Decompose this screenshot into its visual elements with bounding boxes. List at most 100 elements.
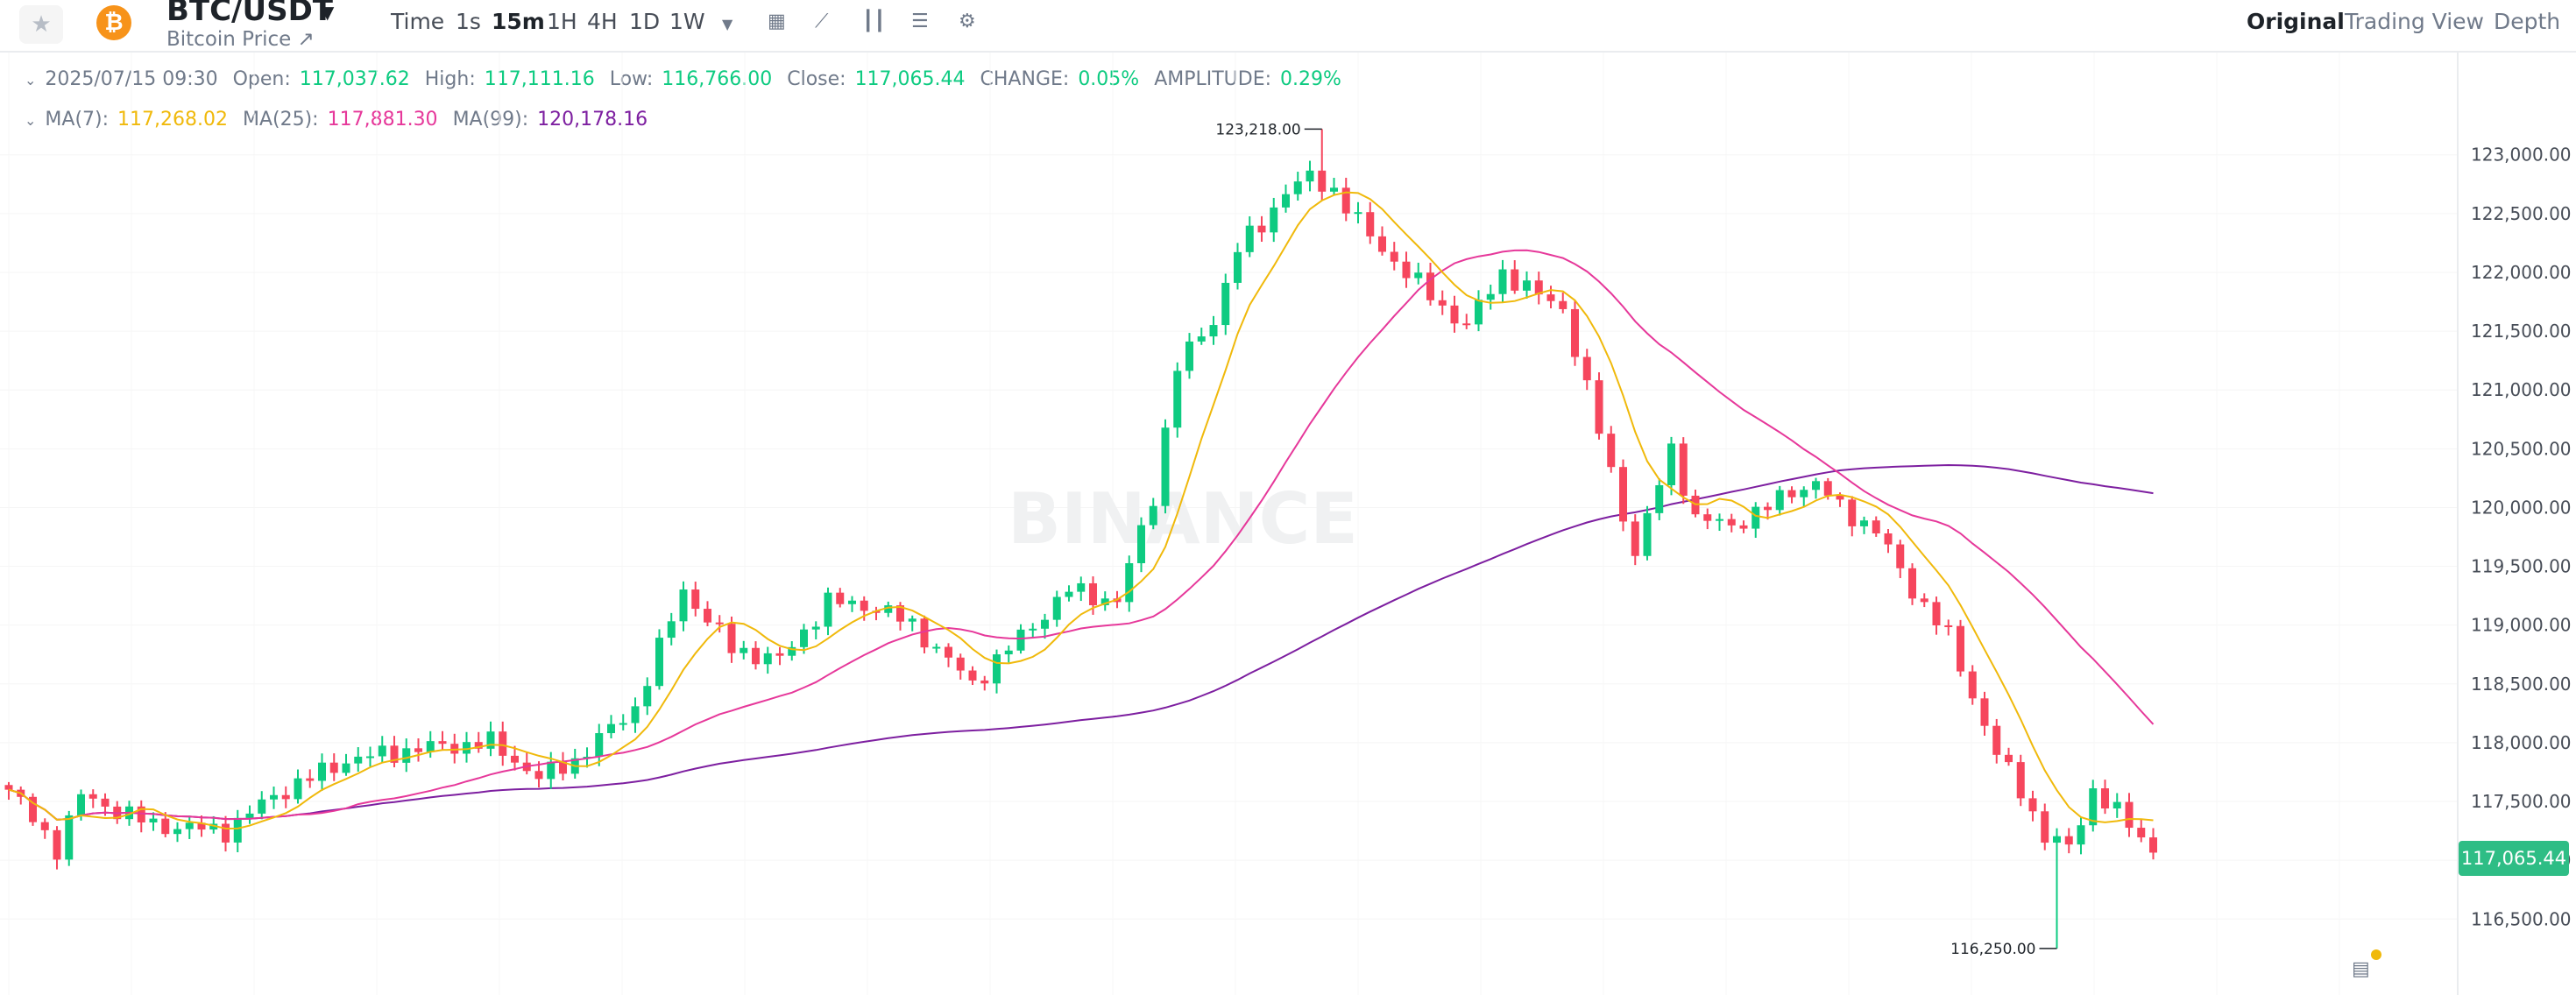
interval-4h[interactable]: 4H bbox=[587, 9, 618, 34]
candle-body bbox=[1727, 519, 1736, 526]
candle bbox=[1245, 215, 1254, 258]
candle-body bbox=[402, 748, 411, 763]
candle bbox=[414, 738, 422, 762]
candle-body bbox=[1619, 467, 1627, 522]
candle bbox=[1511, 260, 1519, 294]
candle bbox=[1426, 262, 1434, 306]
candle bbox=[1475, 290, 1483, 332]
ma25-polyline bbox=[8, 249, 2155, 821]
candle bbox=[1582, 349, 1591, 391]
ma99-label: MA(99): bbox=[452, 109, 529, 131]
candle-body bbox=[715, 622, 724, 625]
view-depth[interactable]: Depth bbox=[2494, 9, 2561, 34]
candle-body bbox=[474, 742, 483, 749]
ma-collapse-chevron-icon[interactable]: ⌄ bbox=[25, 112, 37, 129]
interval-1s[interactable]: 1s bbox=[456, 9, 481, 34]
candle bbox=[559, 752, 567, 780]
candle-body bbox=[1341, 187, 1350, 214]
candle-body bbox=[1511, 269, 1519, 291]
candle-body bbox=[1655, 484, 1664, 513]
candle bbox=[2005, 747, 2013, 766]
notification-dot bbox=[2371, 949, 2381, 960]
candle-body bbox=[366, 756, 374, 759]
candle bbox=[1643, 505, 1652, 561]
candle-body bbox=[993, 654, 1001, 684]
grid bbox=[0, 53, 2458, 995]
candle-body bbox=[390, 745, 399, 763]
candle-body bbox=[704, 609, 711, 623]
candle-body bbox=[426, 741, 435, 752]
bitcoin-price-link[interactable]: Bitcoin Price ↗ bbox=[166, 28, 315, 51]
candle bbox=[1534, 272, 1543, 305]
collapse-chevron-icon[interactable]: ⌄ bbox=[25, 72, 37, 88]
ma7-value: 117,268.02 bbox=[117, 109, 228, 131]
more-intervals-icon[interactable]: ▼ bbox=[722, 16, 733, 32]
view-trading-view[interactable]: Trading View bbox=[2345, 9, 2484, 34]
candle-body bbox=[691, 589, 700, 610]
candle bbox=[1764, 502, 1772, 520]
candle bbox=[667, 612, 676, 646]
ma7-polyline bbox=[8, 191, 2154, 830]
candle bbox=[281, 786, 290, 808]
candle bbox=[908, 615, 916, 632]
ma7-line bbox=[8, 191, 2154, 830]
candle-body bbox=[1450, 305, 1459, 324]
candle bbox=[1149, 498, 1157, 530]
candle-body bbox=[1065, 591, 1073, 597]
candle bbox=[1716, 513, 1723, 532]
interval-1h[interactable]: 1H bbox=[547, 9, 577, 34]
candle bbox=[595, 723, 604, 766]
y-tick-label: 118,500.00 bbox=[2471, 674, 2572, 695]
interval-1d[interactable]: 1D bbox=[629, 9, 661, 34]
candle-body bbox=[1125, 563, 1134, 603]
pair-selector[interactable]: BTC/USDT bbox=[166, 0, 333, 28]
y-tick-label: 121,500.00 bbox=[2471, 321, 2572, 342]
indicator-icon[interactable]: ⟋ bbox=[815, 11, 829, 32]
interval-1w[interactable]: 1W bbox=[669, 9, 705, 34]
candle-body bbox=[1559, 300, 1568, 309]
y-tick-label: 118,000.00 bbox=[2471, 732, 2572, 753]
candle-body bbox=[2005, 754, 2013, 763]
interval-15m[interactable]: 15m bbox=[492, 9, 545, 34]
candle-body bbox=[101, 798, 110, 807]
candle bbox=[329, 753, 338, 781]
candle bbox=[173, 822, 181, 843]
candle bbox=[1944, 619, 1953, 636]
candle bbox=[511, 745, 519, 771]
candle-body bbox=[655, 638, 663, 687]
candle-body bbox=[547, 761, 556, 780]
candle-body bbox=[245, 813, 254, 818]
candle bbox=[522, 752, 531, 775]
layout-icon[interactable]: ☰ bbox=[911, 11, 929, 32]
candle-body bbox=[318, 762, 326, 781]
calendar-icon[interactable]: ▦ bbox=[768, 11, 786, 32]
order-book-icon[interactable]: ▤ bbox=[2352, 958, 2370, 980]
candle-body bbox=[1137, 525, 1145, 564]
candle bbox=[1727, 513, 1736, 533]
candle-body bbox=[270, 794, 278, 800]
candle bbox=[2064, 828, 2073, 854]
candle-body bbox=[294, 778, 302, 800]
candle-body bbox=[619, 723, 627, 725]
candle bbox=[1234, 243, 1242, 290]
candle-type-icon[interactable]: ┃┃ bbox=[862, 11, 886, 32]
candle bbox=[1703, 508, 1712, 530]
star-icon[interactable]: ★ bbox=[19, 5, 63, 44]
chevron-down-icon[interactable]: ▼ bbox=[321, 2, 335, 23]
candle-body bbox=[463, 742, 471, 754]
candle-body bbox=[209, 823, 218, 830]
candle-body bbox=[77, 794, 85, 815]
gear-icon[interactable]: ⚙ bbox=[959, 11, 976, 32]
candle bbox=[872, 606, 881, 621]
interval-time[interactable]: Time bbox=[391, 9, 445, 34]
candle bbox=[848, 596, 856, 612]
candle-body bbox=[450, 744, 459, 754]
view-original[interactable]: Original bbox=[2247, 9, 2345, 34]
price-axis[interactable]: 123,000.00 122,500.00 122,000.00 121,500.00… bbox=[2471, 145, 2572, 930]
change-value: 0.05% bbox=[1078, 68, 1140, 90]
candle-body bbox=[1823, 481, 1832, 496]
candle bbox=[1546, 286, 1555, 309]
candle-body bbox=[800, 629, 808, 647]
candle-body bbox=[1812, 481, 1820, 490]
